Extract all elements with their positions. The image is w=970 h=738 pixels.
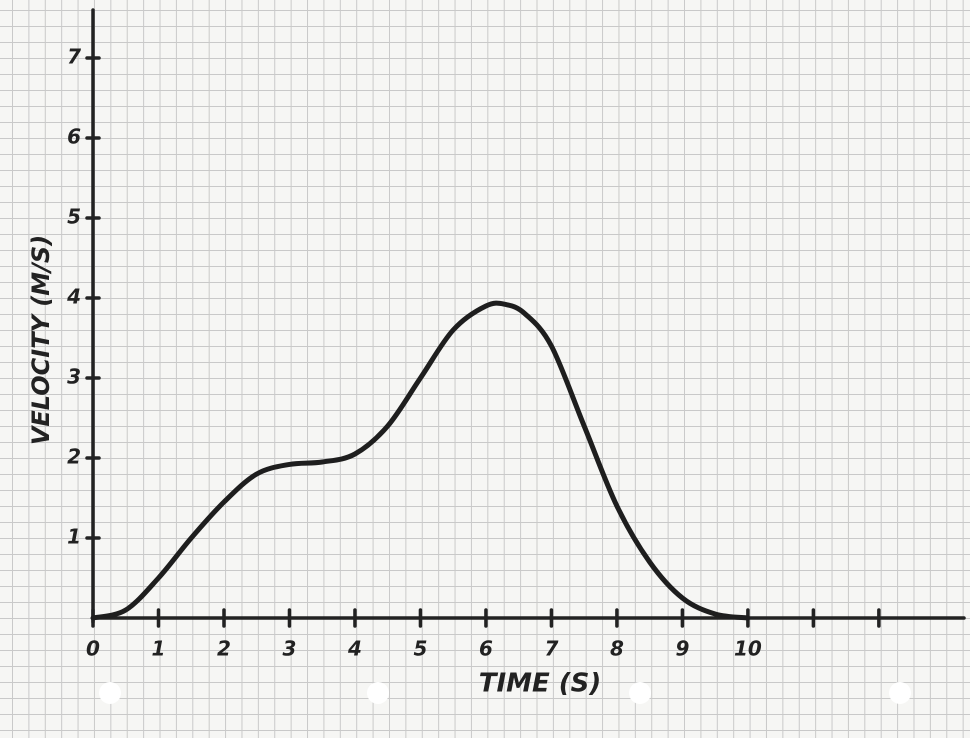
x-tick-label: 10 (734, 637, 762, 661)
x-tick-label: 0 (86, 637, 100, 661)
y-tick-label: 1 (67, 525, 81, 549)
punch-hole (367, 682, 389, 704)
y-tick-label: 7 (67, 45, 81, 69)
y-tick-label: 4 (66, 285, 81, 309)
x-axis-label: TIME (S) (479, 669, 602, 699)
x-tick-label: 9 (675, 637, 689, 661)
y-axis-label: VELOCITY (M/S) (27, 235, 55, 445)
y-tick-label: 2 (67, 445, 81, 469)
y-tick-label: 5 (67, 205, 81, 229)
x-tick-label: 6 (479, 637, 493, 661)
x-tick-label: 3 (283, 637, 297, 661)
x-tick-label: 2 (217, 637, 231, 661)
y-tick-label: 6 (67, 125, 81, 149)
punch-hole (889, 682, 911, 704)
x-tick-label: 8 (610, 637, 624, 661)
x-tick-label: 5 (413, 637, 427, 661)
velocity-line (90, 300, 751, 621)
x-tick-label: 4 (347, 637, 362, 661)
punch-hole (99, 682, 121, 704)
punch-hole (629, 682, 651, 704)
x-tick-label: 7 (544, 637, 558, 661)
y-tick-label: 3 (67, 365, 81, 389)
x-tick-label: 1 (152, 637, 166, 661)
